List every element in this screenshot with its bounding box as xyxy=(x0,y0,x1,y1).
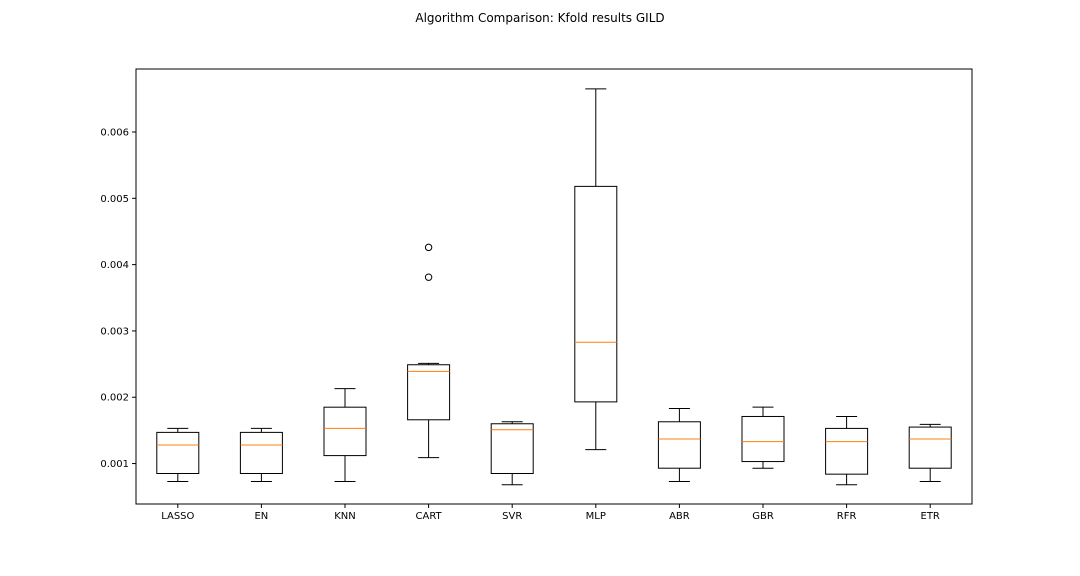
y-tick-label: 0.003 xyxy=(100,326,129,337)
box-knn xyxy=(323,388,367,482)
chart-title: Algorithm Comparison: Kfold results GILD xyxy=(415,11,664,25)
iqr-box xyxy=(323,406,367,457)
plot-area-frame xyxy=(135,68,973,505)
x-axis: LASSO EN KNN CART SVR MLP ABR GBR RFR ETR xyxy=(161,504,940,522)
y-tick-label: 0.002 xyxy=(100,393,129,404)
x-tick-label: KNN xyxy=(334,511,356,522)
y-tick-label: 0.006 xyxy=(100,127,129,138)
x-tick-label: RFR xyxy=(837,511,857,522)
box-abr xyxy=(657,408,701,482)
y-axis: 0.001 0.002 0.003 0.004 0.005 0.006 xyxy=(100,127,136,470)
iqr-box xyxy=(908,426,952,469)
x-tick-label: ABR xyxy=(669,511,690,522)
iqr-box xyxy=(239,431,283,474)
box-etr xyxy=(908,423,952,482)
iqr-box xyxy=(407,364,451,421)
x-tick-label: MLP xyxy=(586,511,606,522)
iqr-box xyxy=(156,431,200,474)
box-cart xyxy=(407,243,451,459)
iqr-box xyxy=(574,185,618,403)
iqr-box xyxy=(825,427,869,475)
outlier-point xyxy=(424,243,433,252)
box-mlp xyxy=(574,88,618,451)
outlier-point xyxy=(424,273,433,281)
x-tick-label: SVR xyxy=(502,511,522,522)
box-en xyxy=(239,427,283,482)
iqr-box xyxy=(657,421,701,469)
iqr-box xyxy=(490,423,534,474)
iqr-box xyxy=(741,415,785,463)
box-svr xyxy=(490,421,534,486)
box-series xyxy=(156,88,952,486)
x-tick-label: EN xyxy=(254,511,268,522)
y-tick-label: 0.001 xyxy=(100,459,129,470)
y-tick-label: 0.005 xyxy=(100,194,129,205)
x-tick-label: ETR xyxy=(921,511,940,522)
box-lasso xyxy=(156,427,200,482)
y-tick-label: 0.004 xyxy=(100,260,129,271)
box-rfr xyxy=(825,415,869,486)
x-tick-label: CART xyxy=(416,511,443,522)
box-gbr xyxy=(741,406,785,469)
x-tick-label: GBR xyxy=(752,511,774,522)
x-tick-label: LASSO xyxy=(161,511,194,522)
